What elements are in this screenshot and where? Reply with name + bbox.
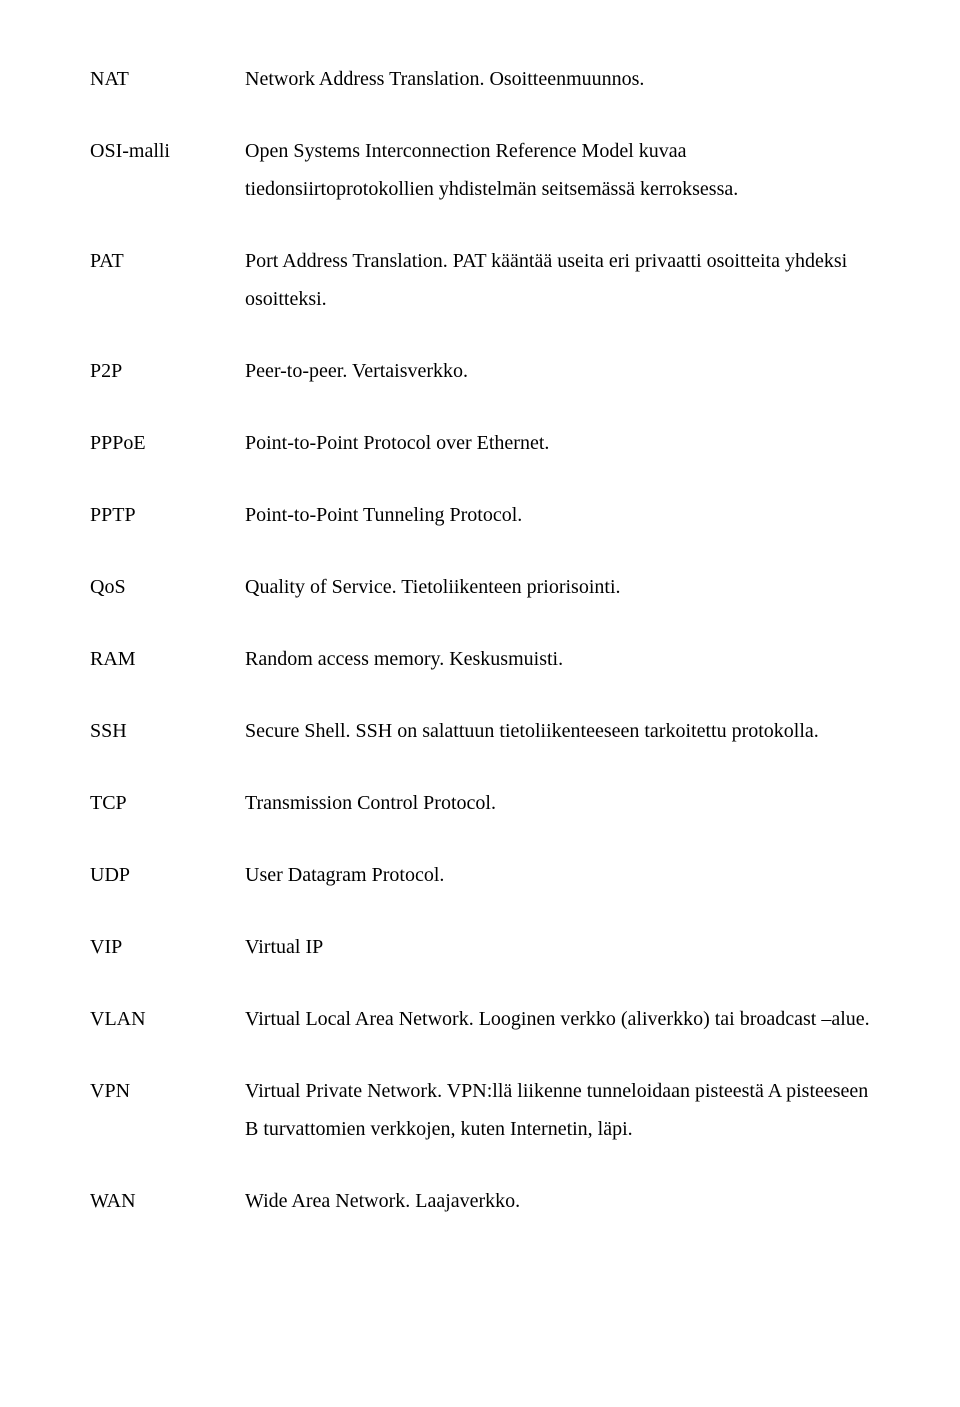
glossary-entry: VIP Virtual IP [90, 928, 870, 966]
definition: Virtual IP [245, 928, 870, 966]
definition: Transmission Control Protocol. [245, 784, 870, 822]
term: UDP [90, 856, 245, 894]
definition: Peer-to-peer. Vertaisverkko. [245, 352, 870, 390]
definition: Wide Area Network. Laajaverkko. [245, 1182, 870, 1220]
term: VIP [90, 928, 245, 966]
glossary-entry: PPPoE Point-to-Point Protocol over Ether… [90, 424, 870, 462]
glossary-entry: NAT Network Address Translation. Osoitte… [90, 60, 870, 98]
definition: Quality of Service. Tietoliikenteen prio… [245, 568, 870, 606]
definition: Port Address Translation. PAT kääntää us… [245, 242, 870, 318]
glossary-entry: QoS Quality of Service. Tietoliikenteen … [90, 568, 870, 606]
term: TCP [90, 784, 245, 822]
definition: Virtual Private Network. VPN:llä liikenn… [245, 1072, 870, 1148]
term: PAT [90, 242, 245, 280]
glossary-entry: PAT Port Address Translation. PAT kääntä… [90, 242, 870, 318]
glossary-entry: VPN Virtual Private Network. VPN:llä lii… [90, 1072, 870, 1148]
term: VPN [90, 1072, 245, 1110]
term: P2P [90, 352, 245, 390]
term: WAN [90, 1182, 245, 1220]
term: RAM [90, 640, 245, 678]
definition: Virtual Local Area Network. Looginen ver… [245, 1000, 870, 1038]
definition: Point-to-Point Protocol over Ethernet. [245, 424, 870, 462]
definition: User Datagram Protocol. [245, 856, 870, 894]
term: OSI-malli [90, 132, 245, 170]
definition: Open Systems Interconnection Reference M… [245, 132, 870, 208]
definition: Point-to-Point Tunneling Protocol. [245, 496, 870, 534]
definition: Random access memory. Keskusmuisti. [245, 640, 870, 678]
glossary-entry: VLAN Virtual Local Area Network. Loogine… [90, 1000, 870, 1038]
term: NAT [90, 60, 245, 98]
glossary-entry: SSH Secure Shell. SSH on salattuun tieto… [90, 712, 870, 750]
glossary-entry: UDP User Datagram Protocol. [90, 856, 870, 894]
term: PPTP [90, 496, 245, 534]
glossary-entry: P2P Peer-to-peer. Vertaisverkko. [90, 352, 870, 390]
term: QoS [90, 568, 245, 606]
glossary-entry: TCP Transmission Control Protocol. [90, 784, 870, 822]
term: VLAN [90, 1000, 245, 1038]
definition: Secure Shell. SSH on salattuun tietoliik… [245, 712, 870, 750]
glossary-list: NAT Network Address Translation. Osoitte… [90, 60, 870, 1220]
glossary-entry: RAM Random access memory. Keskusmuisti. [90, 640, 870, 678]
glossary-entry: PPTP Point-to-Point Tunneling Protocol. [90, 496, 870, 534]
term: SSH [90, 712, 245, 750]
glossary-entry: OSI-malli Open Systems Interconnection R… [90, 132, 870, 208]
glossary-entry: WAN Wide Area Network. Laajaverkko. [90, 1182, 870, 1220]
term: PPPoE [90, 424, 245, 462]
definition: Network Address Translation. Osoitteenmu… [245, 60, 870, 98]
